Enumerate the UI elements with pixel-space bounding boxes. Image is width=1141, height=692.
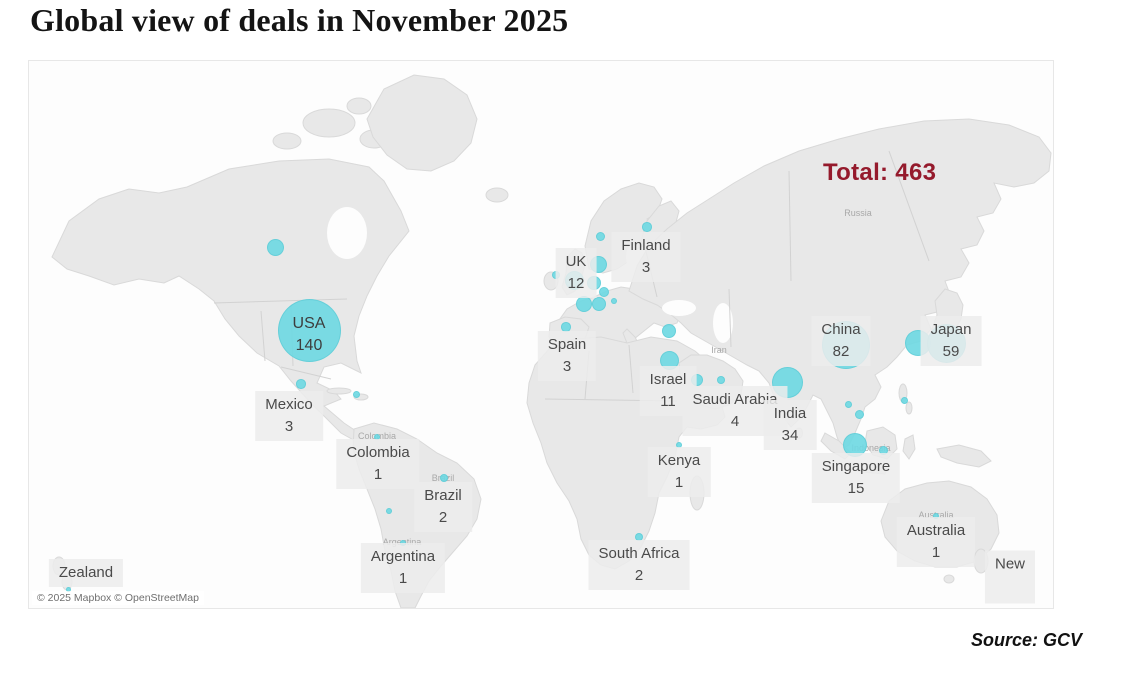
- country-label-usa: USA 140: [292, 315, 326, 354]
- deal-bubble-chile[interactable]: [386, 508, 392, 514]
- deal-bubble-brazil[interactable]: [440, 474, 448, 482]
- deal-bubble-usa[interactable]: [277, 298, 341, 362]
- deal-bubble-thailand[interactable]: [844, 400, 852, 408]
- landmass-greenland: [366, 74, 478, 172]
- deal-bubble-austria[interactable]: [611, 298, 617, 304]
- country-label-spain: Spain 3: [537, 331, 597, 381]
- deal-bubble-finland[interactable]: [642, 222, 652, 232]
- country-label-south-africa: South Africa 2: [588, 540, 690, 590]
- country-label-mexico: Mexico 3: [255, 391, 323, 441]
- country-label-brazil: Brazil 2: [414, 482, 472, 532]
- deal-bubble-norway[interactable]: [595, 231, 605, 241]
- country-label-uk: UK 12: [555, 248, 597, 298]
- country-label-finland: Finland 3: [611, 232, 681, 282]
- deal-bubble-switzerland[interactable]: [592, 297, 606, 311]
- source-credit: Source: GCV: [970, 630, 1082, 650]
- country-label-australia: Australia 1: [896, 517, 976, 567]
- page-title: Global view of deals in November 2025: [30, 2, 569, 38]
- country-label-new: New: [984, 550, 1036, 604]
- country-label-kenya: Kenya 1: [647, 447, 711, 497]
- deal-bubble-france[interactable]: [576, 296, 592, 312]
- deal-bubble-uae[interactable]: [717, 376, 725, 384]
- world-basemap: [51, 74, 1052, 608]
- deal-bubble-turkey[interactable]: [662, 324, 676, 338]
- country-label-colombia: Colombia 1: [336, 439, 420, 489]
- country-label-japan: Japan 59: [920, 316, 982, 366]
- map-attribution[interactable]: © 2025 Mapbox © OpenStreetMap: [32, 591, 204, 605]
- deal-bubble-mexico[interactable]: [296, 379, 306, 389]
- deal-bubble-vietnam[interactable]: [854, 409, 864, 419]
- total-deals-label: Total: 463: [823, 159, 937, 186]
- country-label-singapore: Singapore 15: [811, 453, 901, 503]
- deal-bubble-germany[interactable]: [599, 287, 609, 297]
- country-label-china: China 82: [811, 316, 871, 366]
- country-label-zealand: Zealand: [48, 559, 124, 587]
- deal-bubble-canada[interactable]: [266, 238, 284, 256]
- country-label-india: India 34: [763, 400, 817, 450]
- landmass-north-america: [51, 158, 410, 444]
- world-deals-map[interactable]: RussiaIranColombiaBrazilArgentinaIndones…: [28, 60, 1054, 609]
- deal-bubble-caribbean[interactable]: [352, 390, 360, 398]
- country-label-argentina: Argentina 1: [360, 543, 446, 593]
- country-label-israel: Israel 11: [639, 366, 697, 416]
- deal-bubble-philippines[interactable]: [900, 396, 908, 404]
